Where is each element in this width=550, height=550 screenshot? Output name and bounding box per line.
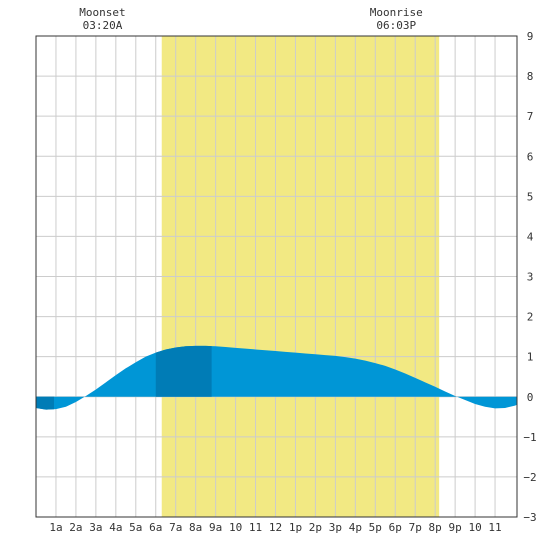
x-tick-label: 9p xyxy=(449,521,462,534)
grid-layer xyxy=(36,36,517,517)
x-tick-label: 10 xyxy=(468,521,481,534)
x-tick-label: 5a xyxy=(129,521,142,534)
y-tick-label: 0 xyxy=(527,391,534,404)
x-tick-label: 6a xyxy=(149,521,162,534)
x-tick-label: 2a xyxy=(69,521,82,534)
x-tick-label: 10 xyxy=(229,521,242,534)
x-tick-label: 7p xyxy=(409,521,422,534)
y-tick-labels: −3 −2 −1 0 1 2 3 4 5 6 7 8 9 xyxy=(523,30,536,524)
x-tick-label: 3a xyxy=(89,521,102,534)
y-tick-label: 9 xyxy=(527,30,534,43)
x-tick-label: 1a xyxy=(49,521,62,534)
x-tick-label: 4p xyxy=(349,521,362,534)
y-tick-label: −3 xyxy=(523,511,536,524)
y-tick-label: 1 xyxy=(527,351,534,364)
x-tick-label: 2p xyxy=(309,521,322,534)
x-tick-label: 9a xyxy=(209,521,222,534)
x-tick-label: 12 xyxy=(269,521,282,534)
x-tick-label: 11 xyxy=(249,521,262,534)
y-tick-label: 6 xyxy=(527,150,534,163)
tide-area-layer xyxy=(36,345,517,410)
x-tick-label: 8a xyxy=(189,521,202,534)
moon-event-time: 06:03P xyxy=(376,19,416,32)
tide-area-start-highlight xyxy=(36,396,54,410)
y-tick-label: 8 xyxy=(527,70,534,83)
y-tick-label: 3 xyxy=(527,271,534,284)
moon-event-time: 03:20A xyxy=(83,19,123,32)
tide-area-highlight xyxy=(155,345,212,397)
x-tick-label: 3p xyxy=(329,521,342,534)
y-tick-label: 2 xyxy=(527,311,534,324)
y-tick-label: −2 xyxy=(523,471,536,484)
x-tick-label: 8p xyxy=(429,521,442,534)
moon-event-name: Moonrise xyxy=(370,6,423,19)
y-tick-label: −1 xyxy=(523,431,536,444)
plot-border xyxy=(35,35,518,518)
x-tick-labels: 1a 2a 3a 4a 5a 6a 7a 8a 9a 10 11 12 1p 2p 3p 4p 5p 6p 7p 8p… xyxy=(49,521,501,534)
axis-layer xyxy=(35,35,518,518)
x-tick-label: 1p xyxy=(289,521,302,534)
y-tick-label: 5 xyxy=(527,190,534,203)
x-tick-label: 7a xyxy=(169,521,182,534)
x-tick-label: 4a xyxy=(109,521,122,534)
y-tick-label: 7 xyxy=(527,110,534,123)
x-tick-label: 11 xyxy=(488,521,501,534)
x-tick-label: 6p xyxy=(389,521,402,534)
x-tick-label: 5p xyxy=(369,521,382,534)
moon-event-name: Moonset xyxy=(79,6,125,19)
y-tick-label: 4 xyxy=(527,230,534,243)
